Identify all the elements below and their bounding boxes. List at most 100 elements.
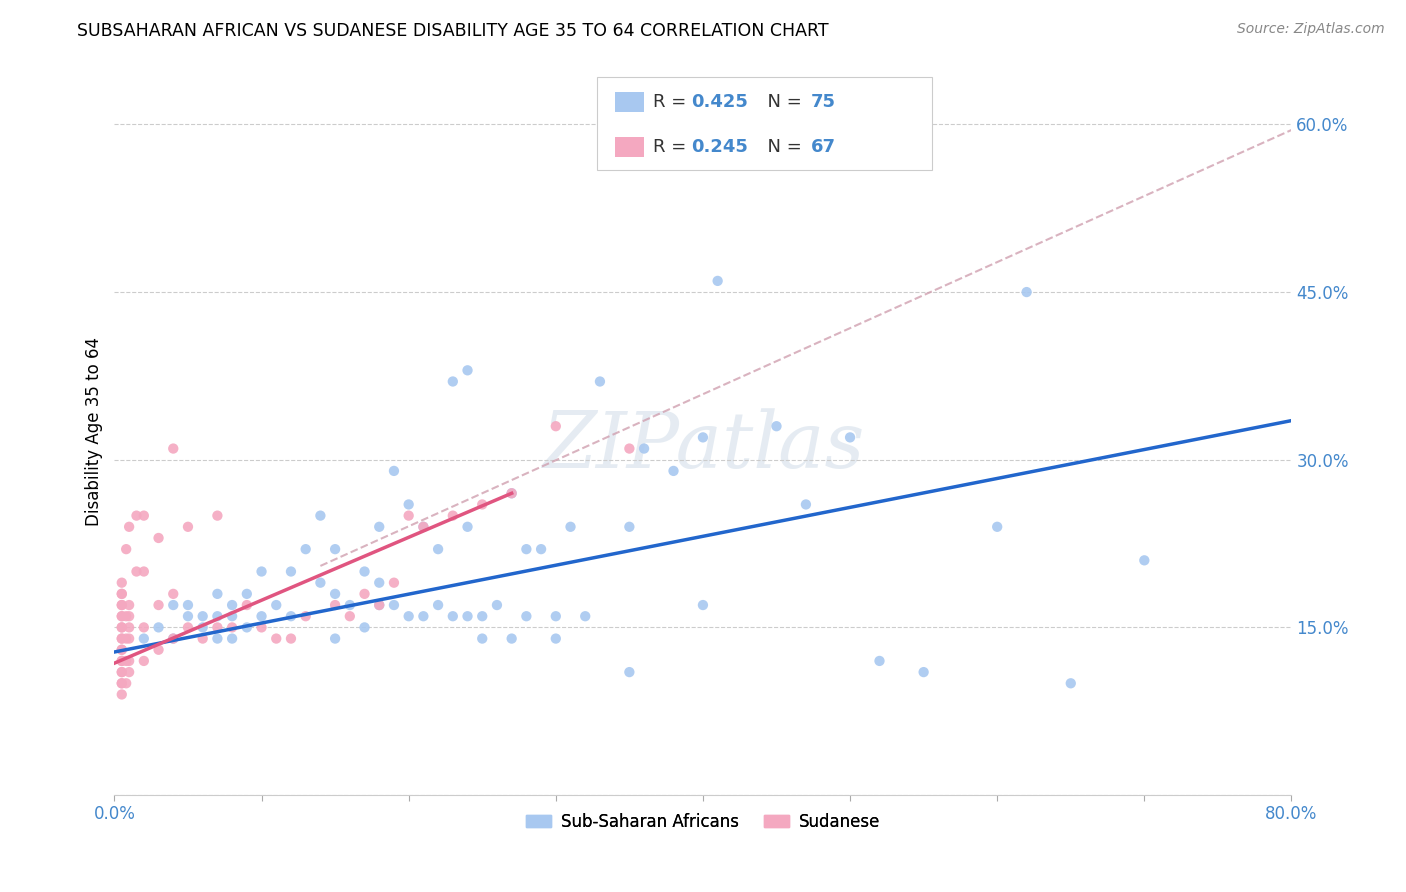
Point xyxy=(118,654,141,668)
Text: N =: N = xyxy=(756,93,807,111)
Point xyxy=(765,419,787,434)
Point xyxy=(111,598,134,612)
Point xyxy=(986,520,1008,534)
Point xyxy=(544,419,567,434)
Point xyxy=(162,598,184,612)
Point xyxy=(619,520,641,534)
Text: Source: ZipAtlas.com: Source: ZipAtlas.com xyxy=(1237,22,1385,37)
Point xyxy=(839,430,862,444)
Point xyxy=(111,620,134,634)
Point xyxy=(471,632,494,646)
FancyBboxPatch shape xyxy=(598,78,932,170)
Point xyxy=(398,609,420,624)
Point xyxy=(115,632,138,646)
Text: 0.245: 0.245 xyxy=(692,138,748,156)
Point xyxy=(471,498,494,512)
Point xyxy=(111,575,134,590)
Point xyxy=(132,565,155,579)
Point xyxy=(111,665,134,679)
Point xyxy=(162,442,184,456)
Point xyxy=(530,542,553,557)
Point xyxy=(250,620,273,634)
Point xyxy=(111,587,134,601)
Text: N =: N = xyxy=(756,138,807,156)
Point xyxy=(118,609,141,624)
Point xyxy=(111,642,134,657)
Bar xyxy=(614,92,644,112)
Text: R =: R = xyxy=(654,138,693,156)
Point xyxy=(339,609,361,624)
Point xyxy=(353,565,375,579)
Point xyxy=(118,632,141,646)
Point xyxy=(368,575,391,590)
Point xyxy=(441,609,464,624)
Text: ZIPatlas: ZIPatlas xyxy=(541,409,865,484)
Point xyxy=(706,274,728,288)
Point xyxy=(125,565,148,579)
Point xyxy=(574,609,596,624)
Text: 75: 75 xyxy=(811,93,837,111)
Point xyxy=(111,654,134,668)
Point xyxy=(111,676,134,690)
Point xyxy=(633,442,655,456)
Bar xyxy=(614,136,644,157)
Point xyxy=(207,508,229,523)
Point xyxy=(309,508,332,523)
Point xyxy=(132,654,155,668)
Point xyxy=(368,598,391,612)
Point xyxy=(323,632,346,646)
Point xyxy=(236,598,259,612)
Point xyxy=(471,609,494,624)
Point xyxy=(501,486,523,500)
Point xyxy=(485,598,508,612)
Point xyxy=(662,464,685,478)
Text: 0.425: 0.425 xyxy=(692,93,748,111)
Point xyxy=(323,542,346,557)
Point xyxy=(132,632,155,646)
Text: R =: R = xyxy=(654,93,693,111)
Point xyxy=(191,632,214,646)
Point xyxy=(280,565,302,579)
Text: SUBSAHARAN AFRICAN VS SUDANESE DISABILITY AGE 35 TO 64 CORRELATION CHART: SUBSAHARAN AFRICAN VS SUDANESE DISABILIT… xyxy=(77,22,830,40)
Point xyxy=(221,632,243,646)
Point xyxy=(515,542,537,557)
Point xyxy=(177,520,200,534)
Point xyxy=(115,609,138,624)
Point xyxy=(1060,676,1083,690)
Point xyxy=(207,620,229,634)
Point xyxy=(111,632,134,646)
Point xyxy=(111,665,134,679)
Point xyxy=(1133,553,1156,567)
Point xyxy=(294,542,316,557)
Point xyxy=(111,609,134,624)
Point xyxy=(148,531,170,545)
Point xyxy=(111,632,134,646)
Point xyxy=(382,598,405,612)
Point xyxy=(280,632,302,646)
Point xyxy=(1015,285,1038,299)
Point xyxy=(323,587,346,601)
Point xyxy=(162,632,184,646)
Point xyxy=(441,375,464,389)
Point xyxy=(191,620,214,634)
Point xyxy=(515,609,537,624)
Point xyxy=(501,486,523,500)
Point xyxy=(111,676,134,690)
Point xyxy=(111,609,134,624)
Point xyxy=(457,520,479,534)
Point xyxy=(236,587,259,601)
Point xyxy=(544,609,567,624)
Point xyxy=(264,632,287,646)
Point xyxy=(869,654,891,668)
Point xyxy=(125,508,148,523)
Point xyxy=(368,598,391,612)
Point xyxy=(912,665,935,679)
Point xyxy=(382,575,405,590)
Point xyxy=(221,620,243,634)
Point xyxy=(398,508,420,523)
Point xyxy=(236,620,259,634)
Point xyxy=(619,442,641,456)
Point xyxy=(501,632,523,646)
Point xyxy=(132,620,155,634)
Point xyxy=(250,609,273,624)
